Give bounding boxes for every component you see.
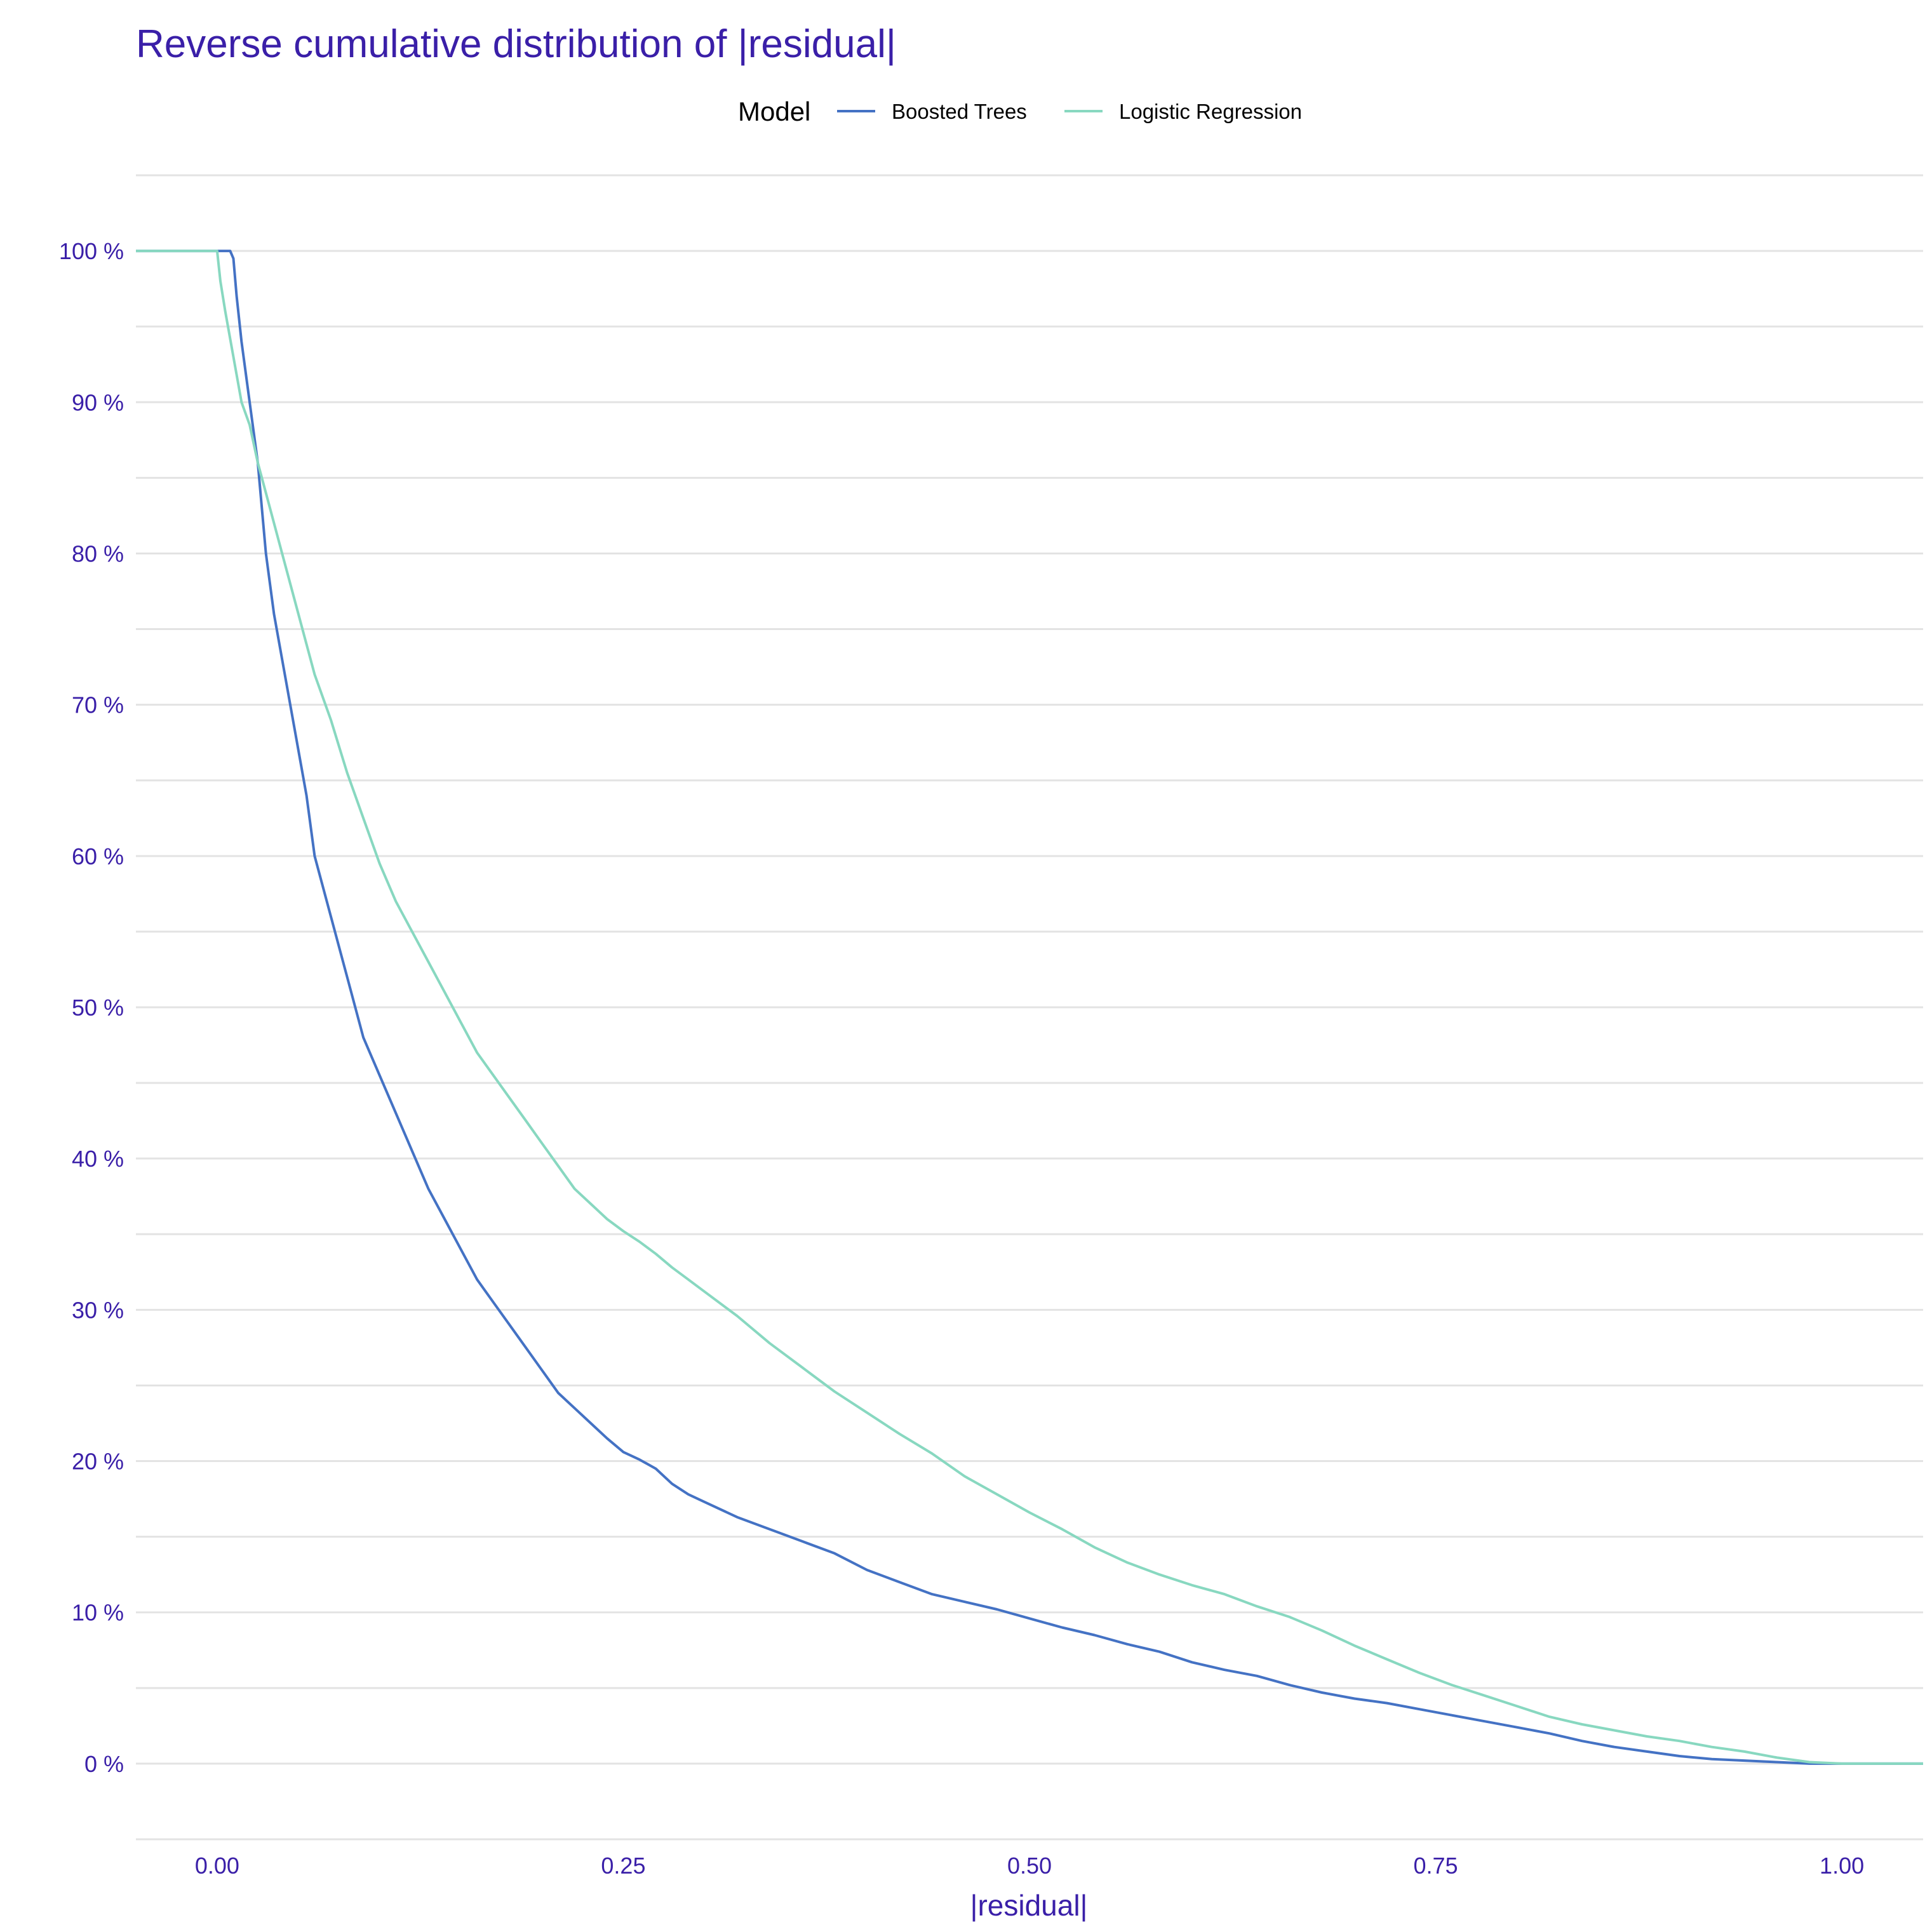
series-lines [136,250,1923,1765]
series-line-logistic-regression [136,250,1923,1765]
legend: Model Boosted Trees Logistic Regression [738,97,1302,126]
x-tick-label: 0.50 [1007,1853,1052,1879]
y-tick-label: 10 % [72,1600,124,1626]
y-axis-ticks: 0 % 10 % 20 % 30 % 40 % 50 % 60 % 70 % 80 % 90 % 1… [59,238,124,1777]
x-axis-ticks: 0.00 0.25 0.50 0.75 1.00 [195,1853,1864,1879]
y-tick-label: 90 % [72,389,124,415]
x-tick-label: 0.75 [1414,1853,1458,1879]
y-tick-label: 100 % [59,238,124,264]
y-tick-label: 80 % [72,540,124,567]
legend-label-boosted-trees: Boosted Trees [892,100,1027,123]
y-tick-label: 50 % [72,995,124,1021]
chart-title: Reverse cumulative distribution of |resi… [136,22,896,66]
x-tick-label: 1.00 [1820,1853,1864,1879]
legend-label-logistic-regression: Logistic Regression [1119,100,1302,123]
y-tick-label: 70 % [72,692,124,718]
y-tick-label: 60 % [72,843,124,869]
gridlines [136,174,1923,1841]
y-tick-label: 30 % [72,1297,124,1323]
y-tick-label: 40 % [72,1146,124,1172]
legend-title: Model [738,97,810,126]
x-axis-title: |residual| [970,1889,1088,1922]
y-tick-label: 20 % [72,1449,124,1475]
x-tick-label: 0.00 [195,1853,239,1879]
series-line-boosted-trees [136,250,1923,1765]
y-tick-label: 0 % [84,1751,124,1777]
x-tick-label: 0.25 [601,1853,645,1879]
